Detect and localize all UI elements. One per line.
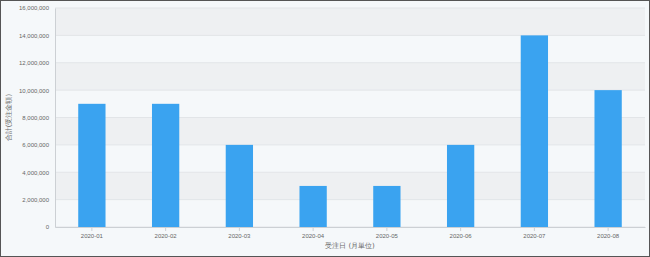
bar [447, 145, 474, 227]
x-tick-label: 2020-08 [597, 233, 620, 239]
y-tick: 0 [46, 224, 55, 230]
bar [78, 104, 105, 227]
grid-line [55, 172, 645, 173]
grid-band [55, 63, 645, 90]
x-axis-title: 受注日 (月単位) [325, 242, 375, 250]
y-tick: 6,000,000 [22, 142, 55, 148]
x-tick: 2020-08 [597, 227, 620, 239]
plot: 0 2,000,000 4,000,000 6,000,000 8,000,000 10,… [19, 5, 646, 239]
y-tick-label: 16,000,000 [19, 5, 50, 11]
bar [226, 145, 253, 227]
grid-line [55, 62, 645, 63]
chart: 0 2,000,000 4,000,000 6,000,000 8,000,000 10,… [0, 0, 650, 257]
grid-band [55, 118, 645, 145]
x-tick-label: 2020-06 [450, 233, 473, 239]
bars [78, 35, 622, 227]
y-tick-label: 0 [46, 224, 50, 230]
x-tick: 2020-02 [155, 227, 178, 239]
grid [55, 8, 645, 227]
y-tick-label: 6,000,000 [22, 142, 49, 148]
x-tick-label: 2020-03 [228, 233, 251, 239]
x-tick-mark [386, 227, 387, 231]
bar [521, 35, 548, 227]
y-tick: 16,000,000 [19, 5, 55, 11]
grid-line [55, 35, 645, 36]
x-tick-label: 2020-04 [302, 233, 325, 239]
grid-line [55, 90, 645, 91]
y-tick-label: 2,000,000 [22, 197, 49, 203]
x-tick: 2020-05 [376, 227, 399, 239]
x-tick-mark [313, 227, 314, 231]
y-tick-label: 12,000,000 [19, 60, 50, 66]
bar [594, 90, 621, 227]
y-tick-label: 10,000,000 [19, 88, 50, 94]
y-axis: 0 2,000,000 4,000,000 6,000,000 8,000,000 10,… [19, 5, 56, 230]
y-tick: 12,000,000 [19, 60, 55, 66]
grid-line [55, 227, 645, 228]
grid-bands [55, 8, 645, 200]
grid-line [55, 8, 645, 9]
x-tick-label: 2020-02 [155, 233, 178, 239]
x-tick-mark [239, 227, 240, 231]
grid-line [55, 117, 645, 118]
grid-line [55, 199, 645, 200]
bar [299, 186, 326, 227]
y-tick-label: 14,000,000 [19, 33, 50, 39]
x-tick: 2020-04 [302, 227, 325, 239]
y-tick-label: 8,000,000 [22, 115, 49, 121]
x-axis: 2020-01 2020-02 2020-03 2020-04 2020-05 2020-… [56, 227, 646, 239]
y-axis-title: 合計(受注金額) [5, 94, 13, 142]
x-tick-label: 2020-01 [81, 233, 104, 239]
x-tick: 2020-01 [81, 227, 104, 239]
x-tick: 2020-07 [523, 227, 546, 239]
y-tick-label: 4,000,000 [22, 170, 49, 176]
y-tick: 8,000,000 [22, 115, 55, 121]
background [1, 1, 650, 257]
bar [152, 104, 179, 227]
x-tick-label: 2020-05 [376, 233, 399, 239]
grid-line [55, 144, 645, 145]
y-tick: 4,000,000 [22, 170, 55, 176]
grid-band [55, 8, 645, 35]
y-tick: 14,000,000 [19, 33, 55, 39]
x-tick-mark [534, 227, 535, 231]
bar [373, 186, 400, 227]
grid-band [55, 172, 645, 199]
x-tick: 2020-06 [450, 227, 473, 239]
y-axis-line [55, 9, 56, 228]
x-tick: 2020-03 [228, 227, 251, 239]
x-tick-mark [165, 227, 166, 231]
x-axis-line [56, 227, 646, 228]
y-tick: 2,000,000 [22, 197, 55, 203]
x-tick-mark [608, 227, 609, 231]
y-tick: 10,000,000 [19, 88, 55, 94]
x-tick-mark [460, 227, 461, 231]
x-tick-mark [91, 227, 92, 231]
x-tick-label: 2020-07 [523, 233, 546, 239]
